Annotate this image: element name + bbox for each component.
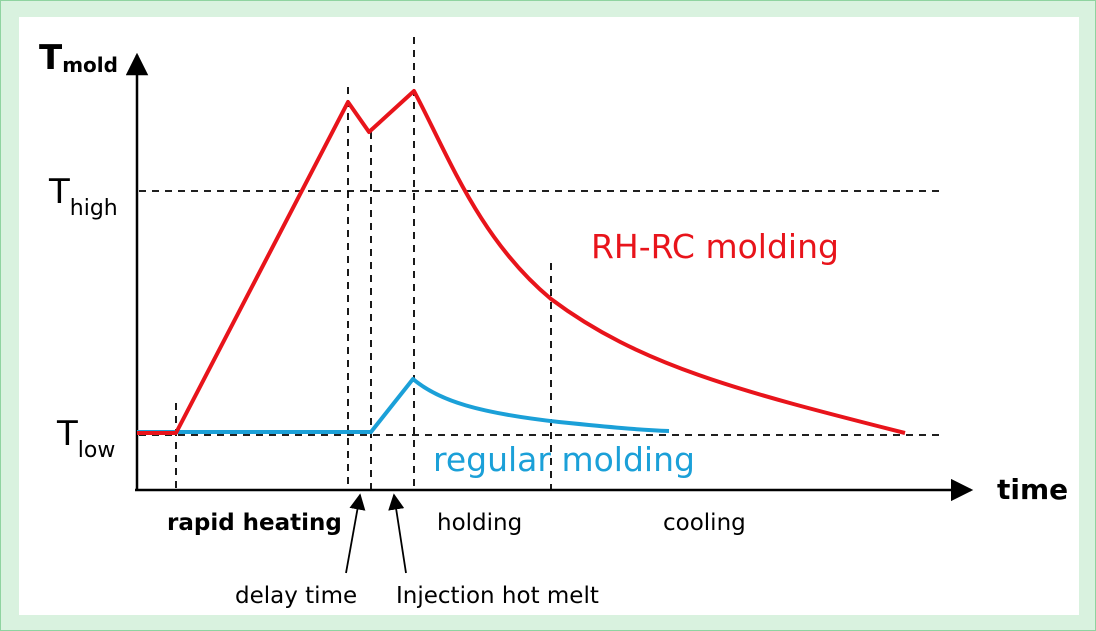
t-low-label: Tlow [56, 414, 115, 463]
figure-panel: Tmold Thigh Tlow RH-RC molding regular m… [19, 17, 1079, 615]
phase-label-cooling: cooling [663, 510, 746, 536]
rhrc-molding-label: RH-RC molding [591, 227, 839, 266]
phase-label-rapid-heating: rapid heating [167, 510, 342, 536]
t-high-label: Thigh [48, 172, 118, 221]
process-diagram: Tmold Thigh Tlow RH-RC molding regular m… [39, 37, 1068, 609]
regular-molding-curve [137, 377, 670, 434]
rhrc-molding-curve [137, 89, 906, 435]
injection-pointer [388, 493, 407, 574]
phase-label-holding: holding [437, 510, 522, 536]
delay-time-pointer [345, 493, 366, 574]
y-axis-title: Tmold [39, 38, 118, 78]
x-axis-label: time [997, 473, 1068, 506]
delay-time-label: delay time [235, 583, 357, 609]
regular-molding-label: regular molding [433, 440, 695, 479]
injection-label: Injection hot melt [396, 583, 599, 609]
